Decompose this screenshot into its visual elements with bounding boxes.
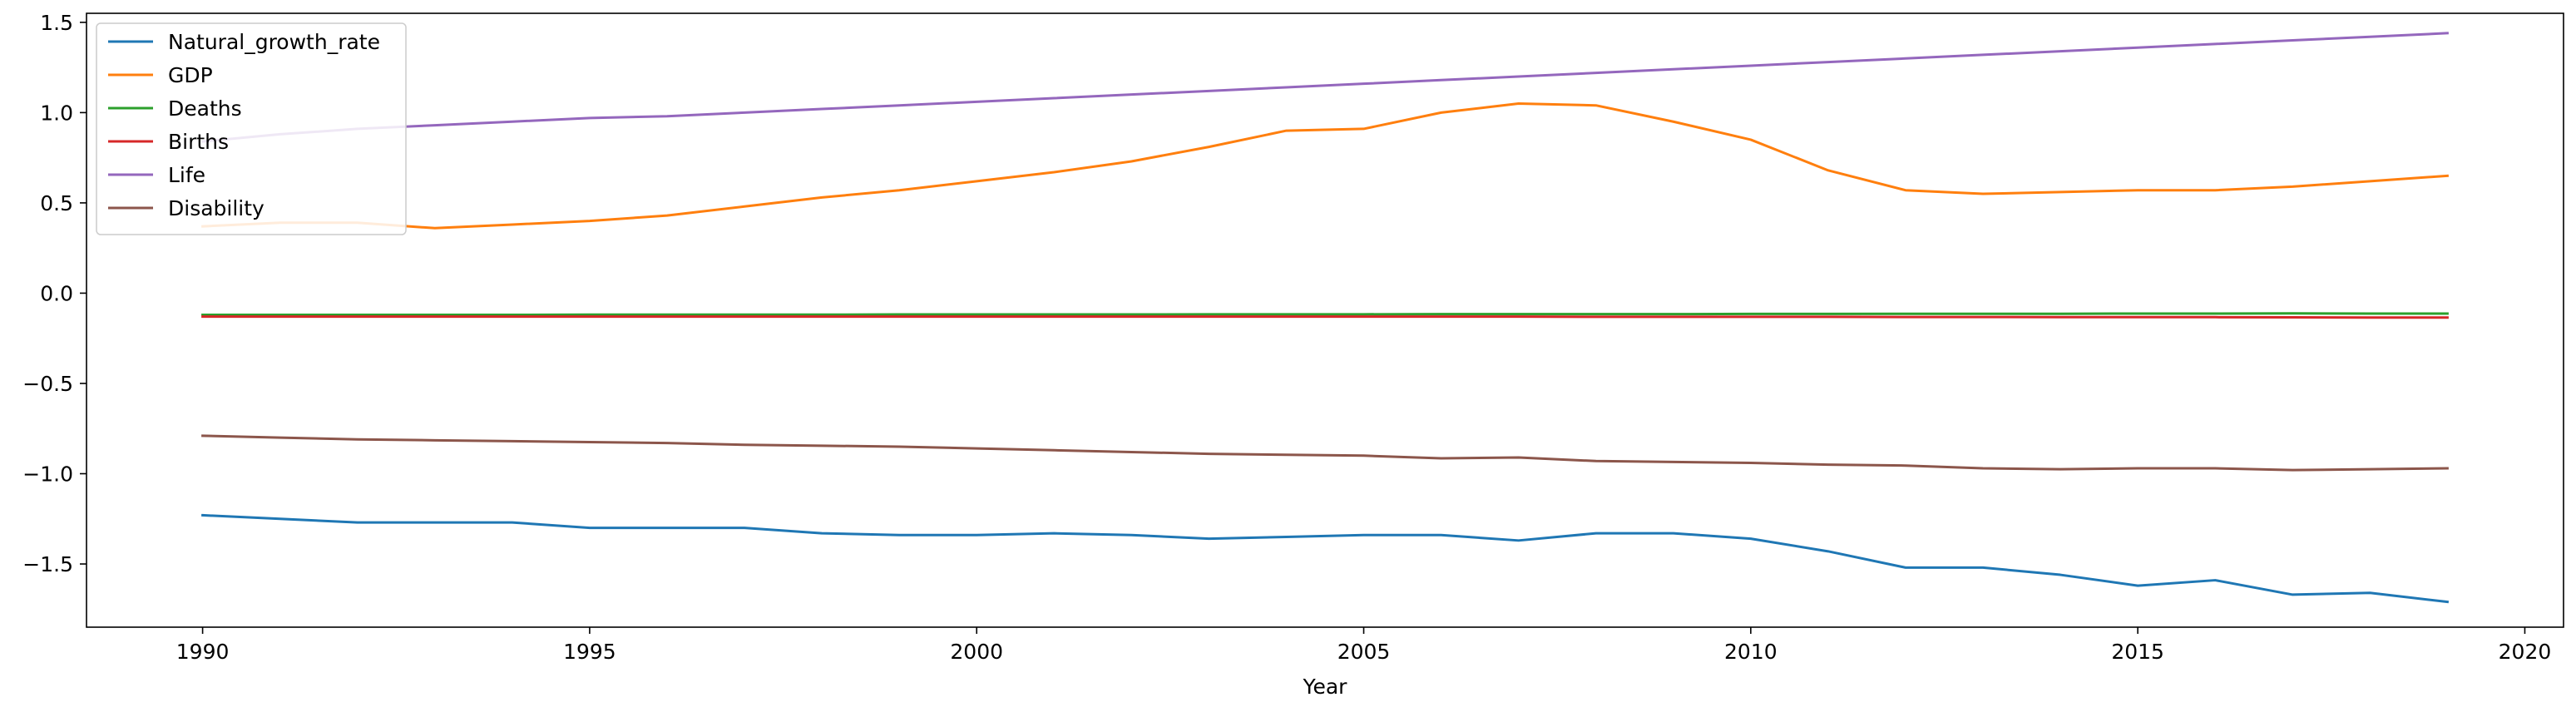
y-axis: 1.5 1.0 0.5 0.0 −0.5 −1.0 −1.5 [22,11,87,576]
x-axis-label: Year [1303,675,1348,699]
y-tick-label: 0.0 [40,281,73,305]
legend-label: Deaths [168,96,242,121]
y-tick-label: 1.0 [40,101,73,125]
x-axis: 1990 1995 2000 2005 2010 2015 2020 [176,627,2552,664]
x-tick-label: 2000 [950,640,1003,664]
series-line-natural-growth-rate [201,513,2450,604]
x-tick-label: 2020 [2499,640,2552,664]
y-tick-label: −1.0 [22,462,73,487]
x-tick-label: 2015 [2111,640,2164,664]
x-tick-label: 2005 [1337,640,1391,664]
x-tick-label: 1990 [176,640,230,664]
y-tick-label: −1.5 [22,552,73,576]
series-line-disability [201,434,2449,472]
y-tick-label: 0.5 [40,191,73,215]
legend-label: Natural_growth_rate [168,30,380,54]
x-tick-label: 2010 [1724,640,1777,664]
legend-box [96,22,407,235]
y-tick-label: 1.5 [40,11,73,35]
series-line-life [200,32,2449,143]
legend-label: Disability [168,196,265,220]
legend-label: GDP [168,63,213,87]
x-tick-label: 1995 [563,640,616,664]
plot-frame [86,12,2564,628]
y-tick-label: −0.5 [22,372,73,396]
series-layer [200,32,2450,604]
series-line-births [201,315,2449,319]
legend: Natural_growth_rate GDP Deaths Births Life Di… [96,22,407,235]
series-line-gdp [201,102,2450,230]
series-line-deaths [201,312,2449,316]
legend-label: Life [168,163,205,187]
legend-label: Births [168,130,229,154]
